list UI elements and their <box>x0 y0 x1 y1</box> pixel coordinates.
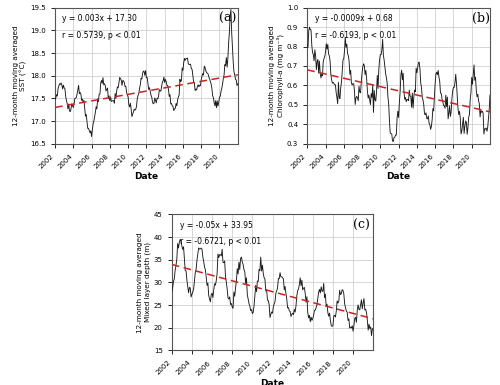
X-axis label: Date: Date <box>260 379 284 385</box>
X-axis label: Date: Date <box>386 172 410 181</box>
Text: r = -0.6193, p < 0.01: r = -0.6193, p < 0.01 <box>314 31 396 40</box>
Text: (a): (a) <box>220 12 237 25</box>
Text: r = -0.6721, p < 0.01: r = -0.6721, p < 0.01 <box>180 238 261 246</box>
Text: (c): (c) <box>353 218 370 231</box>
Text: r = 0.5739, p < 0.01: r = 0.5739, p < 0.01 <box>62 31 141 40</box>
Y-axis label: 12-month moving averaged
Mixed layer depth (m): 12-month moving averaged Mixed layer dep… <box>138 232 151 333</box>
Text: y = -0.05x + 33.95: y = -0.05x + 33.95 <box>180 221 252 230</box>
Text: y = 0.003x + 17.30: y = 0.003x + 17.30 <box>62 15 137 23</box>
Y-axis label: 12-month moving averaged
SST (°C): 12-month moving averaged SST (°C) <box>13 25 28 126</box>
Text: (b): (b) <box>472 12 490 25</box>
Text: y = -0.0009x + 0.68: y = -0.0009x + 0.68 <box>314 15 392 23</box>
Y-axis label: 12-month moving averaged
Chlorophyll-a (mg m⁻³): 12-month moving averaged Chlorophyll-a (… <box>270 25 284 126</box>
X-axis label: Date: Date <box>134 172 158 181</box>
